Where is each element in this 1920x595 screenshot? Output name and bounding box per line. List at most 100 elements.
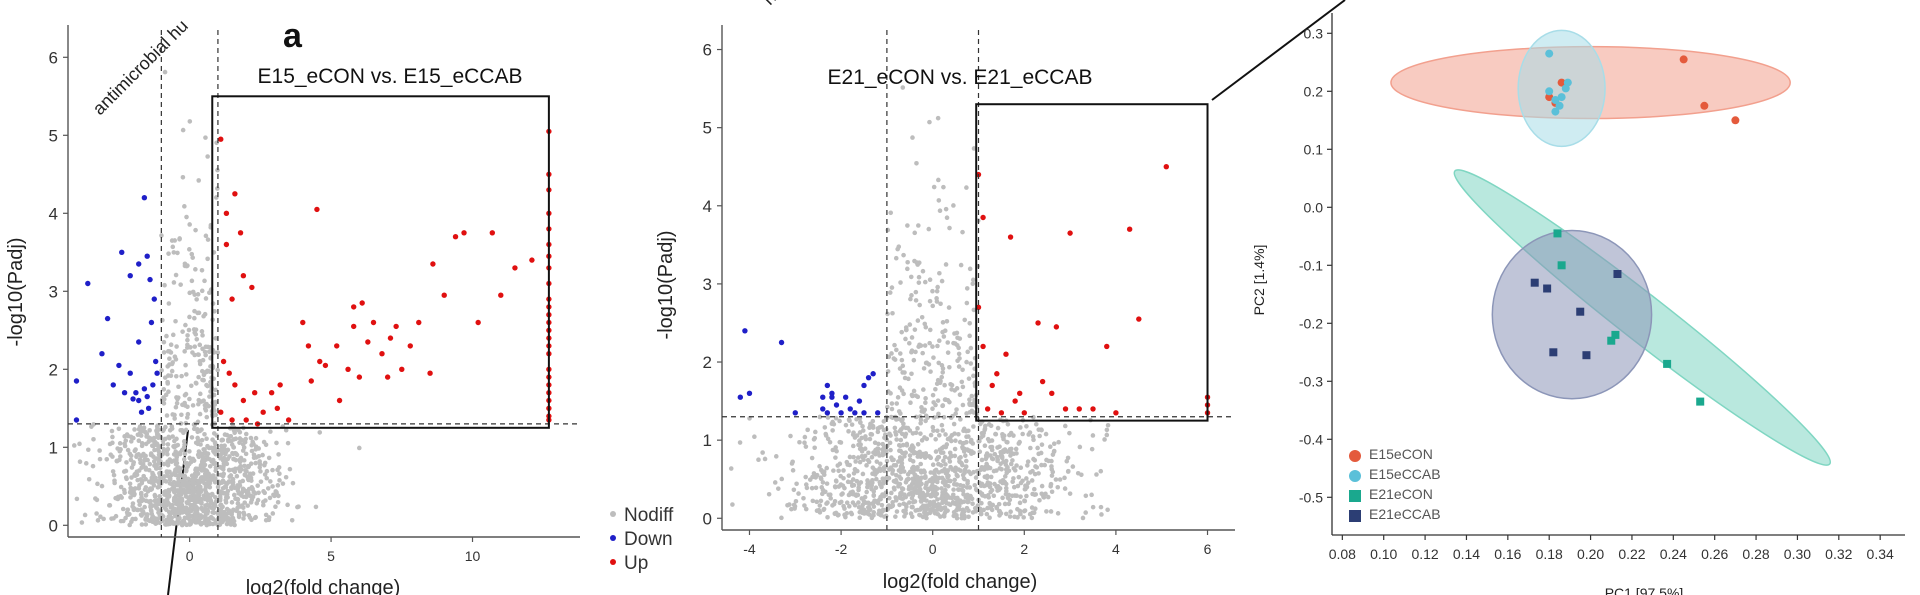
volcano-e21-point-up (984, 406, 991, 412)
volcano-e15-point-nodiff (128, 495, 133, 500)
volcano-e15-point-nodiff (115, 446, 120, 451)
volcano-e15-point-nodiff (197, 342, 203, 348)
volcano-e15-point-nodiff (157, 470, 162, 476)
volcano-e15-point-nodiff (263, 517, 269, 523)
volcano-e15-point-nodiff (207, 456, 212, 462)
volcano-e21-point-nodiff (907, 428, 913, 433)
volcano-e21-point-nodiff (960, 384, 966, 390)
volcano-e15-point-nodiff (187, 484, 193, 490)
volcano-e15-point-nodiff (211, 431, 217, 436)
volcano-e15-point-nodiff (199, 479, 204, 484)
volcano-e21-point-nodiff (899, 486, 905, 491)
volcano-e21-point-nodiff (910, 393, 915, 399)
volcano-e21-point-nodiff (862, 494, 868, 500)
volcano-e15-point-down (145, 405, 152, 411)
volcano-e21-point-nodiff (1044, 509, 1049, 514)
annotation-text-2: n (759, 0, 780, 9)
volcano-e15-point-nodiff (116, 426, 122, 432)
volcano-e21-point-nodiff (899, 329, 905, 335)
volcano-e21-point-nodiff (889, 401, 895, 406)
volcano-e21-point-nodiff (869, 486, 874, 492)
volcano-e21-point-nodiff (843, 422, 849, 428)
volcano-e15-point-nodiff (141, 473, 146, 479)
pca-point-e15eccab (1555, 101, 1564, 110)
volcano-e21-point-nodiff (1055, 484, 1061, 490)
volcano-e15-point-up (237, 230, 244, 236)
pca-point-e21econ (1663, 359, 1672, 368)
volcano-e15-point-nodiff (179, 373, 184, 379)
pca-point-e21econ (1696, 397, 1705, 406)
volcano-e15-point-nodiff (201, 520, 206, 526)
volcano-e15-point-nodiff (109, 516, 114, 521)
volcano-e15-point-nodiff (180, 478, 185, 484)
volcano-e21-point-nodiff (959, 379, 965, 385)
volcano-e21-point-nodiff (912, 230, 918, 236)
volcano-e15-point-nodiff (175, 395, 181, 400)
volcano-e15-point-nodiff (139, 440, 145, 446)
volcano-e21-point-nodiff (999, 467, 1004, 472)
volcano-e21-point-nodiff (952, 446, 958, 452)
volcano-e21-point-nodiff (903, 450, 908, 455)
volcano-e15-point-nodiff (261, 439, 267, 445)
volcano-e21-point-nodiff (978, 508, 984, 514)
volcano-e21-point-nodiff (887, 440, 893, 446)
volcano-e21-point-nodiff (1008, 461, 1014, 467)
volcano-e21-points (728, 85, 1211, 521)
volcano-e15-point-nodiff (94, 511, 99, 516)
volcano-e15-point-nodiff (193, 473, 199, 479)
volcano-e21-point-nodiff (1105, 422, 1111, 428)
volcano-e21-point-nodiff (1099, 512, 1104, 517)
volcano-e21-point-nodiff (831, 468, 836, 473)
volcano-e21-point-nodiff (917, 512, 922, 518)
pca-xtick-label: 0.32 (1825, 546, 1852, 562)
volcano-e15-point-nodiff (153, 475, 158, 481)
volcano-e15-point-nodiff (177, 508, 182, 514)
volcano-e15-point-nodiff (270, 467, 275, 473)
volcano-e21-point-nodiff (967, 397, 972, 402)
volcano-e15-point-nodiff (128, 434, 134, 440)
volcano-e21-point-nodiff (1003, 511, 1009, 517)
volcano-e21-point-nodiff (872, 440, 878, 446)
volcano-e15-point-nodiff (167, 356, 172, 361)
volcano-e21-point-nodiff (988, 474, 994, 480)
volcano-e21-point-nodiff (889, 285, 895, 290)
volcano-e21-point-nodiff (941, 334, 947, 339)
volcano-e15-point-nodiff (187, 222, 192, 227)
volcano-e15-point-nodiff (176, 503, 182, 508)
volcano-e21-xtick-label: 6 (1204, 541, 1212, 557)
volcano-e21-point-nodiff (841, 468, 846, 473)
volcano-e21-point-nodiff (877, 482, 883, 487)
volcano-e15-point-nodiff (178, 427, 183, 433)
pca-point-e21eccab (1543, 284, 1552, 293)
volcano-e21-point-nodiff (989, 507, 995, 513)
volcano-e15-point-nodiff (203, 489, 209, 495)
volcano-e21-point-nodiff (1067, 430, 1072, 436)
volcano-e15-point-nodiff (156, 452, 162, 458)
volcano-e21-point-nodiff (967, 320, 973, 326)
volcano-e15-point-nodiff (231, 492, 237, 498)
volcano-e15-ytick-label: 4 (49, 204, 58, 223)
volcano-e15-point-down (151, 296, 157, 302)
volcano-e21-point-nodiff (845, 462, 850, 467)
volcano-e15-point-nodiff (249, 493, 254, 499)
volcano-e15-point-nodiff (213, 468, 219, 473)
volcano-e21-point-nodiff (965, 349, 971, 355)
volcano-e21-point-nodiff (1016, 474, 1022, 480)
volcano-e15-point-nodiff (175, 516, 181, 522)
pca-point-e21econ (1557, 261, 1566, 270)
volcano-e21-point-nodiff (1062, 423, 1068, 429)
volcano-e21-point-nodiff (831, 501, 837, 507)
volcano-e21-point-nodiff (797, 439, 802, 445)
volcano-e15-point-nodiff (186, 327, 192, 333)
pca-point-e15eccab (1557, 93, 1566, 102)
volcano-e21-point-nodiff (848, 510, 854, 516)
volcano-e21-axes: 0 1 2 3 4 5 6 -4 -2 0 2 4 6 (703, 25, 1235, 557)
volcano-e21-point-nodiff (930, 462, 936, 467)
volcano-e21-point-nodiff (930, 303, 936, 309)
volcano-e21-point-nodiff (956, 351, 962, 357)
volcano-e21-point-nodiff (919, 405, 924, 410)
volcano-e21-point-nodiff (941, 458, 946, 464)
volcano-e21-point-nodiff (905, 266, 910, 272)
volcano-e15-point-nodiff (176, 384, 181, 390)
volcano-e21-point-nodiff (903, 425, 909, 431)
